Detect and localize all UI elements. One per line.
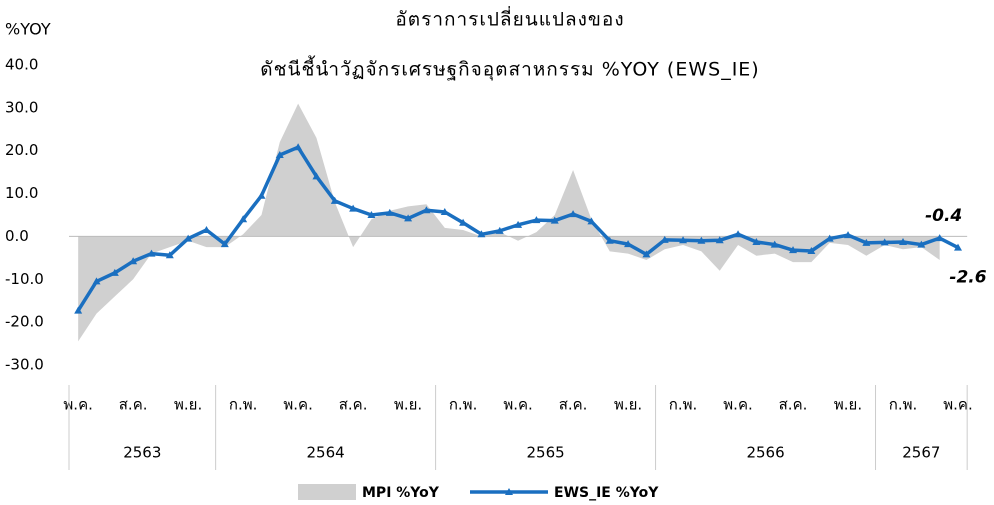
marker [92, 277, 101, 285]
x-tick-label: ส.ค. [119, 396, 148, 414]
marker [660, 235, 669, 243]
marker [752, 238, 761, 245]
marker [862, 238, 871, 246]
marker [899, 238, 908, 245]
marker [550, 216, 559, 224]
x-tick-label: ก.พ. [669, 396, 698, 414]
marker [954, 243, 963, 251]
x-tick-label: ก.พ. [449, 396, 478, 414]
chart-title: ดัชนีชี้นำวัฏจักรเศรษฐกิจอุตสาหกรรม %YOY… [260, 56, 759, 82]
x-tick-label: พ.ค. [63, 396, 92, 414]
x-tick-label: พ.ค. [943, 396, 972, 414]
group-label: 2564 [307, 444, 345, 462]
marker [220, 240, 229, 248]
marker [844, 231, 853, 239]
marker [917, 240, 926, 248]
marker [312, 172, 321, 180]
area [78, 103, 940, 342]
x-tick-label: พ.ย. [394, 396, 422, 414]
marker [202, 226, 211, 233]
marker [880, 238, 889, 246]
marker [184, 234, 193, 242]
marker [165, 251, 174, 259]
y-axis-label: %YOY [5, 20, 51, 39]
x-tick-label: ก.พ. [889, 396, 918, 414]
y-tick-label: 30.0 [5, 98, 38, 116]
marker [294, 143, 303, 151]
x-tick-label: พ.ย. [834, 396, 862, 414]
x-tick-label: พ.ย. [174, 396, 202, 414]
y-tick-label: 20.0 [5, 141, 38, 159]
marker [257, 191, 266, 199]
y-tick-label: 0.0 [5, 227, 29, 245]
x-tick-label: พ.ค. [503, 396, 532, 414]
marker [367, 211, 376, 218]
marker [770, 240, 779, 248]
marker [679, 236, 688, 244]
value-label: -2.6 [949, 268, 986, 288]
marker [477, 230, 486, 238]
x-tick-label: พ.ย. [614, 396, 642, 414]
marker [789, 246, 798, 254]
y-tick-label: -20.0 [5, 313, 44, 331]
x-tick-label: พ.ค. [283, 396, 312, 414]
group-label: 2566 [746, 444, 784, 462]
y-tick-label: 10.0 [5, 184, 38, 202]
marker [532, 216, 541, 224]
marker [514, 220, 523, 228]
marker [147, 249, 156, 257]
y-tick-label: 40.0 [5, 56, 38, 74]
marker [330, 196, 339, 204]
marker [110, 268, 119, 276]
marker [935, 234, 944, 242]
marker [129, 257, 138, 265]
marker [74, 306, 83, 314]
group-label: 2563 [123, 444, 161, 462]
legend-label: MPI %YoY [362, 485, 440, 501]
group-label: 2567 [902, 444, 940, 462]
marker [624, 240, 633, 248]
marker [422, 206, 431, 214]
x-tick-label: พ.ค. [723, 396, 752, 414]
x-tick-label: ส.ค. [339, 396, 368, 414]
marker [734, 230, 743, 238]
marker [807, 247, 816, 254]
group-label: 2565 [526, 444, 564, 462]
value-label: -0.4 [925, 206, 962, 226]
marker [569, 210, 578, 218]
marker [605, 236, 614, 244]
legend-marker [505, 488, 513, 495]
x-tick-label: ส.ค. [559, 396, 588, 414]
legend-label: EWS_IE %YoY [554, 485, 659, 501]
marker [495, 226, 504, 234]
marker [440, 208, 449, 215]
y-tick-label: -10.0 [5, 270, 44, 288]
marker [349, 204, 358, 212]
marker [459, 218, 468, 226]
marker [697, 236, 706, 244]
chart-title: อัตราการเปลี่ยนแปลงของ [395, 6, 624, 31]
marker [715, 236, 724, 244]
marker [275, 151, 284, 158]
marker [404, 214, 413, 222]
marker [825, 234, 834, 242]
marker [239, 215, 248, 223]
marker [587, 217, 596, 225]
legend-swatch [298, 484, 356, 500]
line [76, 145, 959, 312]
x-tick-label: ก.พ. [229, 396, 258, 414]
marker [385, 208, 394, 216]
marker [642, 250, 651, 258]
y-tick-label: -30.0 [5, 356, 44, 374]
x-tick-label: ส.ค. [779, 396, 808, 414]
